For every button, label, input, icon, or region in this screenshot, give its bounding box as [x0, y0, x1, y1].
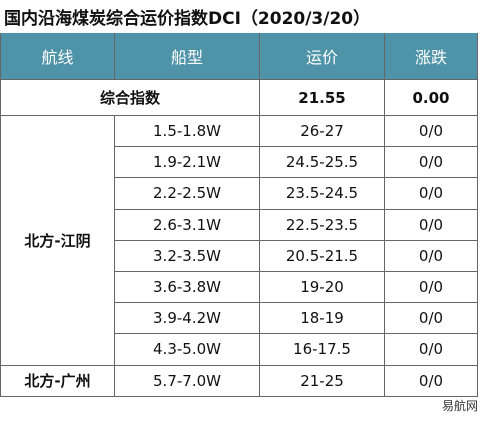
summary-change: 0.00: [385, 80, 478, 116]
change: 0/0: [385, 147, 478, 179]
title: 国内沿海煤炭综合运价指数DCI（2020/3/20）: [4, 9, 371, 29]
price: 20.5-21.5: [260, 240, 385, 272]
ship-type: 5.7-7.0W: [115, 365, 260, 397]
route: 北方-江阴: [0, 116, 115, 366]
price: 23.5-24.5: [260, 178, 385, 210]
summary-price: 21.55: [260, 80, 385, 116]
ship-type: 1.5-1.8W: [115, 116, 260, 148]
change: 0/0: [385, 303, 478, 335]
change: 0/0: [385, 240, 478, 272]
price: 21-25: [260, 365, 385, 397]
ship-type: 2.2-2.5W: [115, 178, 260, 210]
header-cell: 运价: [260, 33, 385, 80]
change: 0/0: [385, 334, 478, 366]
change: 0/0: [385, 365, 478, 397]
summary-label: 综合指数: [0, 80, 260, 116]
ship-type: 2.6-3.1W: [115, 209, 260, 241]
header-cell: 船型: [115, 33, 260, 80]
ship-type: 4.3-5.0W: [115, 334, 260, 366]
price: 22.5-23.5: [260, 209, 385, 241]
header-cell: 航线: [0, 33, 115, 80]
ship-type: 3.9-4.2W: [115, 303, 260, 335]
header-cell: 涨跌: [385, 33, 478, 80]
change: 0/0: [385, 272, 478, 304]
price: 19-20: [260, 272, 385, 304]
change: 0/0: [385, 178, 478, 210]
ship-type: 3.6-3.8W: [115, 272, 260, 304]
brand: 易航网: [441, 399, 478, 413]
change: 0/0: [385, 116, 478, 148]
ship-type: 1.9-2.1W: [115, 147, 260, 179]
ship-type: 3.2-3.5W: [115, 240, 260, 272]
price: 18-19: [260, 303, 385, 335]
price: 26-27: [260, 116, 385, 148]
price: 16-17.5: [260, 334, 385, 366]
change: 0/0: [385, 209, 478, 241]
route: 北方-广州: [0, 365, 115, 397]
price: 24.5-25.5: [260, 147, 385, 179]
